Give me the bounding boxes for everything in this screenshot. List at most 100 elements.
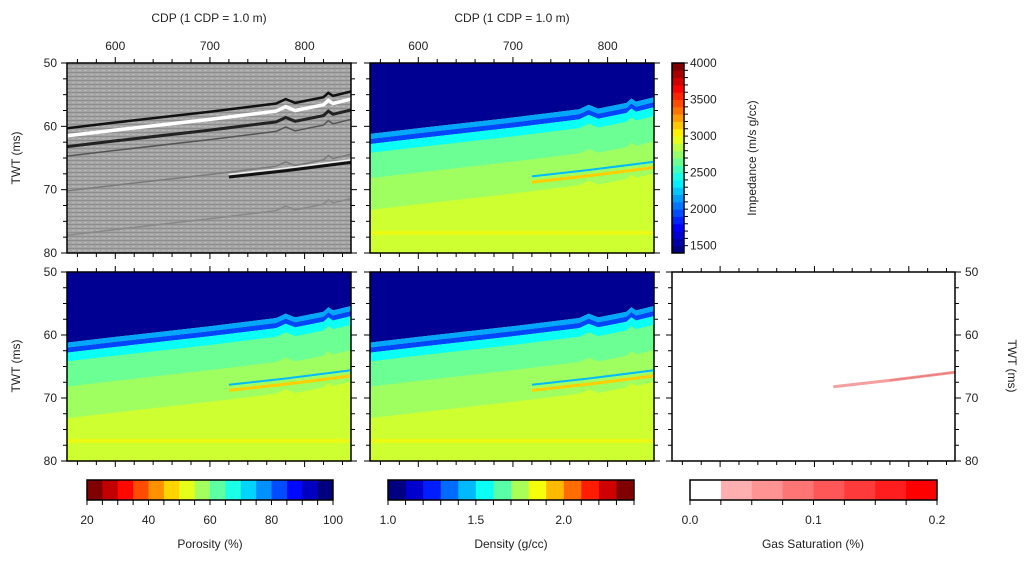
panel-density xyxy=(370,272,654,461)
colorbar-tick-label: 3500 xyxy=(690,93,717,107)
colorbar-bin xyxy=(423,480,442,500)
colorbar-bin xyxy=(672,223,684,232)
y-tick-label: 80 xyxy=(44,246,58,260)
colorbar-bin xyxy=(672,121,684,130)
y-tick-label: 50 xyxy=(44,265,58,279)
colorbar-bin xyxy=(672,187,684,196)
colorbar-bin xyxy=(782,480,814,500)
colorbar-tick-label: 0.0 xyxy=(682,513,699,527)
colorbar-bin xyxy=(844,480,876,500)
y-tick-label: 60 xyxy=(44,119,58,133)
impedance-band xyxy=(370,141,654,210)
gas-reflector-peak xyxy=(228,159,351,176)
colorbar-bin xyxy=(563,480,582,500)
colorbar-tick-label: 20 xyxy=(80,513,94,527)
colorbar-tick-label: 40 xyxy=(142,513,156,527)
gas-background xyxy=(672,272,955,461)
impedance-band xyxy=(370,63,654,134)
low-impedance-layer xyxy=(228,369,351,386)
colorbar-bin xyxy=(672,128,684,137)
impedance-band xyxy=(370,102,654,145)
deep-layer xyxy=(67,438,351,443)
colorbar-bin xyxy=(672,106,684,115)
colorbar-bin xyxy=(225,480,242,500)
colorbar-bin xyxy=(672,172,684,181)
colorbar-bin xyxy=(672,99,684,108)
colorbar-bin xyxy=(672,238,684,247)
impedance-band xyxy=(370,350,654,419)
colorbar-bin xyxy=(317,480,334,500)
y-tick-label: 80 xyxy=(965,454,979,468)
gas-colorbar-label: Gas Saturation (%) xyxy=(762,537,864,551)
impedance-band xyxy=(370,306,654,348)
panel-seismic xyxy=(67,63,351,253)
y-tick-label: 80 xyxy=(44,454,58,468)
colorbar-bin xyxy=(672,63,684,71)
colorbar-bin xyxy=(672,245,684,254)
x-tick-label: 700 xyxy=(503,39,523,53)
colorbar-bin xyxy=(875,480,907,500)
y-tick-label: 50 xyxy=(44,56,58,70)
colorbar-bin xyxy=(546,480,565,500)
y-tick-label: 70 xyxy=(44,183,58,197)
colorbar-bin xyxy=(672,70,684,79)
panel-impedance xyxy=(370,63,654,253)
colorbar-tick-label: 1500 xyxy=(690,239,717,253)
colorbar-tick-label: 1.5 xyxy=(468,513,485,527)
impedance-band xyxy=(370,324,654,387)
high-impedance-layer xyxy=(228,374,351,392)
reflector xyxy=(67,97,351,138)
colorbar-bin xyxy=(117,480,134,500)
colorbar-tick-label: 4000 xyxy=(690,56,717,70)
y-label-top: TWT (ms) xyxy=(9,131,23,184)
colorbar-tick-label: 2.0 xyxy=(555,513,572,527)
colorbar-tick-label: 0.2 xyxy=(929,513,946,527)
colorbar-bin xyxy=(672,194,684,203)
x-tick-label: 700 xyxy=(200,39,220,53)
colorbar-bin xyxy=(148,480,165,500)
impedance-colorbar: 1500 2000 2500 3000 3500 4000 xyxy=(671,56,717,254)
low-impedance-layer xyxy=(531,369,654,386)
impedance-band xyxy=(370,107,654,153)
high-impedance-layer xyxy=(531,166,654,184)
impedance-band xyxy=(67,311,351,353)
porosity-colorbar: 20 40 60 80 100 xyxy=(80,479,343,527)
colorbar-bin xyxy=(598,480,617,500)
colorbar-bin xyxy=(440,480,459,500)
reflector xyxy=(67,153,351,192)
colorbar-bin xyxy=(475,480,494,500)
colorbar-tick-label: 100 xyxy=(323,513,343,527)
y-tick-label: 70 xyxy=(44,391,58,405)
colorbar-bin xyxy=(672,165,684,174)
impedance-band xyxy=(67,350,351,419)
colorbar-tick-label: 1.0 xyxy=(380,513,397,527)
y-tick-label: 60 xyxy=(965,328,979,342)
colorbar-bin xyxy=(179,480,196,500)
colorbar-bin xyxy=(672,136,684,144)
colorbar-bin xyxy=(672,201,684,210)
low-impedance-layer xyxy=(531,160,654,178)
colorbar-bin xyxy=(194,480,211,500)
x-tick-label: 600 xyxy=(105,39,125,53)
colorbar-tick-label: 3000 xyxy=(690,129,717,143)
reflector xyxy=(67,197,351,237)
density-colorbar: 1.0 1.5 2.0 xyxy=(380,479,635,527)
colorbar-bin xyxy=(672,150,684,159)
colorbar-bin xyxy=(813,480,845,500)
top-x-label-2: CDP (1 CDP = 1.0 m) xyxy=(454,11,569,25)
x-tick-label: 600 xyxy=(408,39,428,53)
colorbar-bin xyxy=(240,480,257,500)
colorbar-tick-label: 80 xyxy=(265,513,279,527)
y-label-bottom: TWT (ms) xyxy=(9,339,23,392)
colorbar-bin xyxy=(87,480,103,500)
impedance-band xyxy=(370,272,654,343)
colorbar-bin xyxy=(672,158,684,166)
colorbar-bin xyxy=(511,480,530,500)
reflector xyxy=(67,90,351,130)
colorbar-bin xyxy=(906,480,938,500)
deep-layer xyxy=(370,230,654,235)
impedance-band xyxy=(370,316,654,362)
colorbar-bin xyxy=(405,480,424,500)
panel-gas-saturation xyxy=(672,272,955,461)
